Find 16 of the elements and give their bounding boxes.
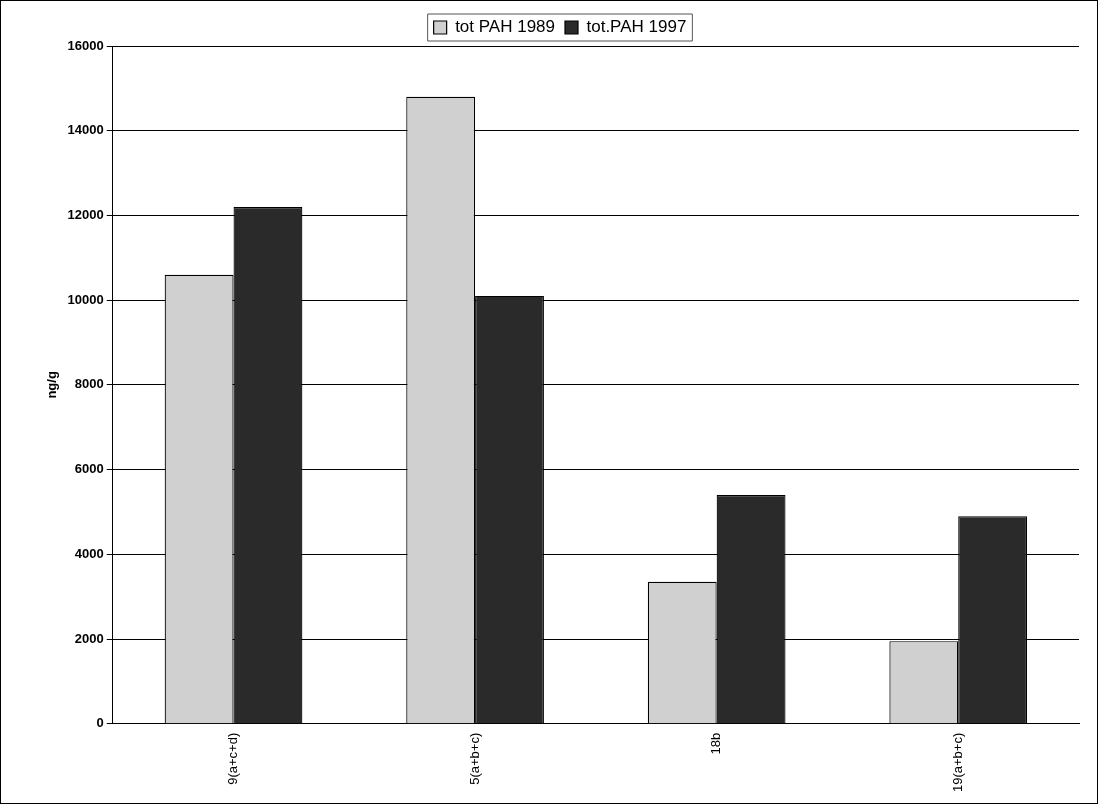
y-tick-label: 14000 (67, 122, 104, 138)
y-tick-label: 10000 (67, 291, 104, 307)
y-tick-label: 8000 (74, 376, 104, 392)
x-tick-label: 5(a+b+c) (466, 732, 482, 785)
x-tick-label: 18b (708, 732, 724, 755)
y-tick-label: 4000 (74, 545, 104, 561)
legend-label: tot.PAH 1997 (586, 17, 687, 37)
y-tick-label: 6000 (74, 461, 104, 477)
y-tick-label: 2000 (74, 630, 104, 646)
y-tick-label: 0 (96, 715, 104, 731)
y-axis-title: ng/g (44, 371, 60, 399)
y-tick-label: 16000 (67, 37, 104, 53)
y-tick-label: 12000 (67, 207, 104, 223)
legend-label: tot PAH 1989 (455, 17, 555, 37)
x-tick-label: 19(a+b+c) (949, 732, 965, 792)
x-tick-label: 9(a+c+d) (225, 732, 241, 785)
